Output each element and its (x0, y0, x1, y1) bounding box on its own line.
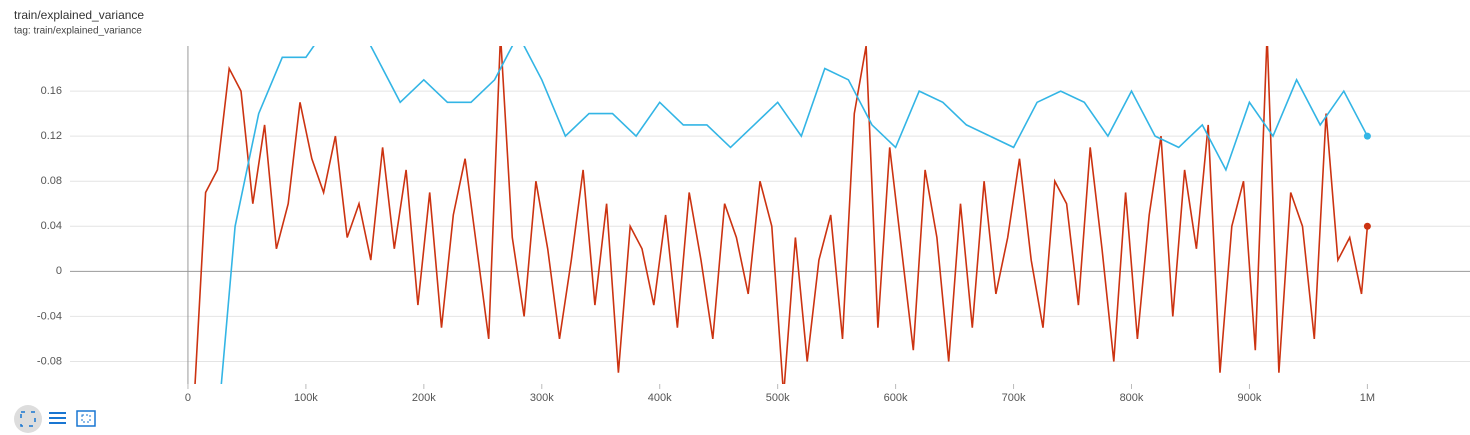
x-tick-label: 100k (294, 392, 318, 404)
x-tick-label: 300k (530, 392, 554, 404)
last-point (1363, 222, 1371, 230)
y-tick-label: -0.08 (37, 355, 62, 367)
x-tick-label: 800k (1120, 392, 1144, 404)
series-line (194, 46, 1369, 384)
x-tick-label: 0 (185, 392, 191, 404)
fullscreen-icon (20, 411, 36, 427)
y-tick-label: 0.16 (41, 85, 62, 97)
y-tick-label: 0.08 (41, 175, 62, 187)
x-tick-label: 400k (648, 392, 672, 404)
y-tick-label: -0.04 (37, 310, 62, 322)
data-button[interactable] (49, 412, 66, 424)
y-tick-label: 0.04 (41, 220, 62, 232)
fit-button[interactable] (76, 410, 96, 427)
x-tick-label: 1M (1360, 392, 1375, 404)
y-tick-label: 0.12 (41, 130, 62, 142)
y-tick-label: 0 (56, 265, 62, 277)
x-tick-label: 200k (412, 392, 436, 404)
x-tick-label: 900k (1238, 392, 1262, 404)
x-tick-label: 600k (884, 392, 908, 404)
fullscreen-button[interactable] (14, 405, 42, 433)
grid (70, 46, 1470, 389)
toolbar (14, 405, 96, 433)
x-tick-label: 500k (766, 392, 790, 404)
x-tick-label: 700k (1002, 392, 1026, 404)
last-point (1363, 132, 1371, 140)
plot (194, 46, 1371, 384)
chart-subtitle: tag: train/explained_variance (14, 26, 142, 37)
series-line (220, 46, 1369, 384)
chart-title: train/explained_variance (14, 8, 144, 22)
